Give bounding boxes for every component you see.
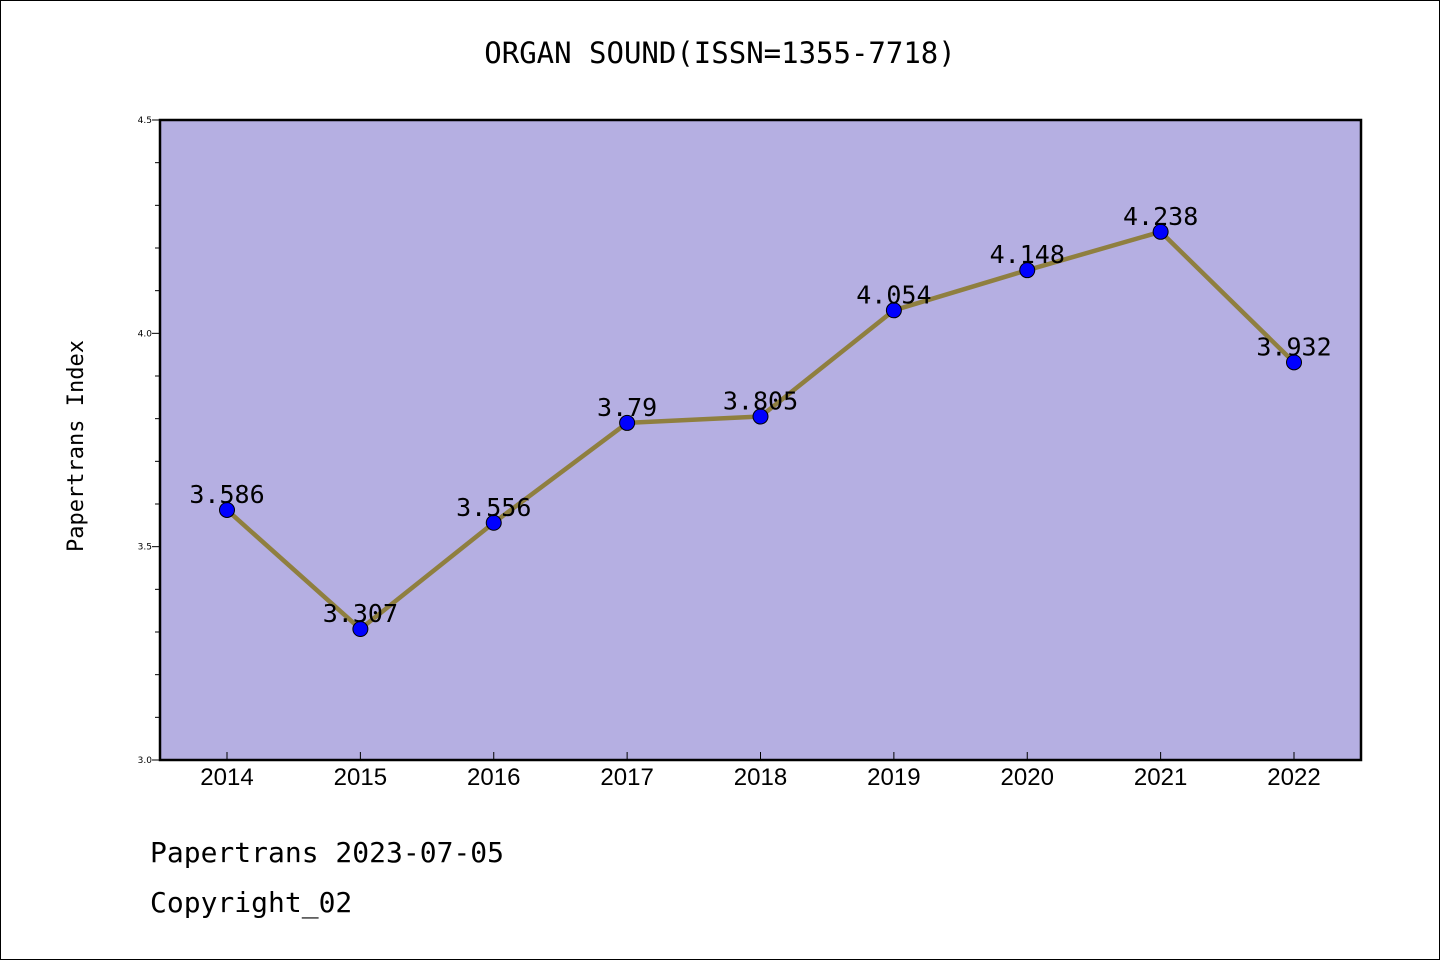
y-tick-label: 4.5 xyxy=(138,116,152,126)
data-labels: 3.586 3.307 3.556 3.79 3.805 4.054 4.148 4.238 3… xyxy=(189,202,1331,628)
y-tick-label: 4.0 xyxy=(138,329,153,339)
footer-date: Papertrans 2023-07-05 xyxy=(150,836,505,869)
x-tick-label: 2015 xyxy=(334,764,387,791)
data-point xyxy=(752,408,769,425)
x-tick-label: 2020 xyxy=(1001,764,1054,791)
data-label: 3.307 xyxy=(323,599,398,628)
data-label: 3.805 xyxy=(723,387,798,416)
x-tick-label: 2019 xyxy=(867,764,920,791)
y-tick-label: 3.5 xyxy=(138,543,152,553)
data-label: 3.932 xyxy=(1256,332,1331,361)
data-label: 4.238 xyxy=(1123,202,1198,231)
x-axis: 2014 2015 2016 2017 2018 2019 2020 2021 2022 xyxy=(200,752,1321,791)
data-label: 3.556 xyxy=(456,493,531,522)
data-point xyxy=(619,414,636,431)
x-tick-label: 2018 xyxy=(734,764,787,791)
y-axis: 3.0 3.5 4.0 4.5 xyxy=(138,116,160,766)
data-label: 3.79 xyxy=(597,393,657,422)
data-label: 4.148 xyxy=(990,240,1065,269)
data-point xyxy=(219,501,235,518)
data-point xyxy=(352,621,369,638)
x-tick-label: 2021 xyxy=(1134,764,1187,791)
x-tick-label: 2017 xyxy=(600,764,653,791)
x-tick-label: 2014 xyxy=(200,764,253,791)
footer-copyright: Copyright_02 xyxy=(150,886,353,919)
y-axis-label: Papertrans Index xyxy=(64,340,89,552)
x-tick-label: 2022 xyxy=(1267,764,1320,791)
x-tick-label: 2016 xyxy=(467,764,520,791)
data-label: 4.054 xyxy=(856,280,931,309)
data-point xyxy=(1019,262,1036,279)
data-point xyxy=(1152,223,1169,240)
chart-title: ORGAN SOUND(ISSN=1355-7718) xyxy=(484,36,956,70)
data-point xyxy=(1286,354,1302,371)
data-label: 3.586 xyxy=(189,480,264,509)
data-point xyxy=(485,514,502,531)
y-tick-label: 3.0 xyxy=(138,756,153,766)
data-point xyxy=(885,302,902,319)
data-points xyxy=(219,223,1302,638)
